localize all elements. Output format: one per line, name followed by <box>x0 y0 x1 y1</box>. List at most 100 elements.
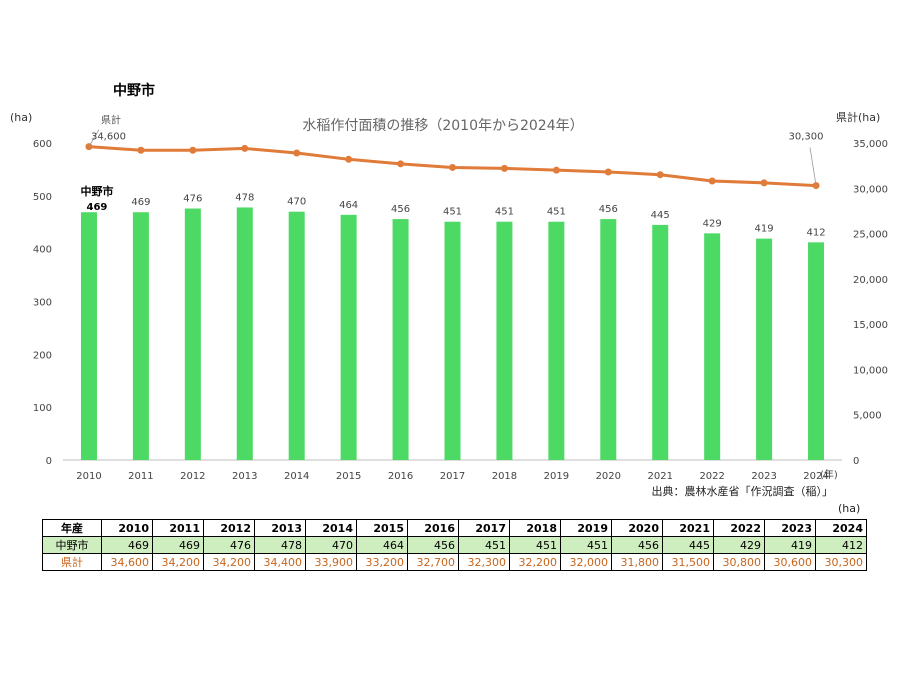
line-point <box>345 155 353 163</box>
table-cell: 419 <box>764 536 816 554</box>
left-axis-tick: 200 <box>33 350 52 361</box>
line-point <box>449 163 456 171</box>
x-axis-unit: (年) <box>820 468 838 481</box>
line-point <box>760 179 768 187</box>
bar-value-label: 469 <box>131 197 150 208</box>
line-first-label: 34,600 <box>91 132 126 143</box>
rice-area-chart: 水稲作付面積の推移（2010年から2024年） (ha) 0 100 200 300 400… <box>10 110 888 498</box>
table-cell: 34,400 <box>254 553 306 571</box>
table-cell: 456 <box>611 536 663 554</box>
bar-value-label: 478 <box>235 192 254 203</box>
bar-value-label: 419 <box>755 224 774 235</box>
table-header-year: 2012 <box>203 519 255 537</box>
table-header-year: 2021 <box>662 519 714 537</box>
right-axis-tick: 15,000 <box>853 320 888 331</box>
line-point <box>604 168 612 176</box>
table-cell: 470 <box>305 536 357 554</box>
left-axis-tick: 500 <box>33 192 52 203</box>
right-axis-tick: 30,000 <box>853 184 888 195</box>
line-point <box>708 177 716 185</box>
line-point <box>189 146 197 154</box>
bar <box>288 211 305 460</box>
bar-first-label: 469 <box>87 202 108 213</box>
bar <box>132 212 149 460</box>
table-cell: 33,900 <box>305 553 357 571</box>
table-cell: 34,200 <box>152 553 204 571</box>
right-axis-tick: 10,000 <box>853 365 888 376</box>
table-cell: 30,300 <box>815 553 867 571</box>
bar <box>184 208 201 460</box>
right-axis-tick: 25,000 <box>853 230 888 241</box>
table-cell: 33,200 <box>356 553 408 571</box>
right-axis-unit: 県計(ha) <box>836 110 880 124</box>
bar <box>600 219 617 460</box>
table-unit-label: (ha) <box>838 502 861 515</box>
table-header-year: 2019 <box>560 519 612 537</box>
table-header-year: 2010 <box>101 519 153 537</box>
table-header-year: 2011 <box>152 519 204 537</box>
x-tick-label: 2022 <box>699 471 724 482</box>
left-axis-tick: 0 <box>46 456 52 467</box>
right-axis-tick: 5,000 <box>853 411 882 422</box>
x-tick-label: 2015 <box>336 471 361 482</box>
bar-series-label: 中野市 <box>80 184 113 198</box>
left-axis-tick: 300 <box>33 298 52 309</box>
left-axis-unit: (ha) <box>10 111 32 124</box>
x-tick-label: 2024 <box>803 471 828 482</box>
x-tick-label: 2023 <box>751 471 776 482</box>
table-cell: 30,600 <box>764 553 816 571</box>
data-table: 年産 2010 2011 2012 2013 2014 2015 2016 2017 2018 2… <box>42 519 867 571</box>
table-cell: 412 <box>815 536 867 554</box>
table-header-label: 年産 <box>42 519 102 537</box>
x-tick-label: 2010 <box>76 471 101 482</box>
table-cell: 464 <box>356 536 408 554</box>
table-cell: 34,600 <box>101 553 153 571</box>
bar <box>704 233 721 460</box>
bar <box>808 242 825 460</box>
line-point <box>500 164 508 172</box>
line-point <box>656 171 664 179</box>
left-axis-tick: 400 <box>33 245 52 256</box>
bar-value-label: 451 <box>495 207 514 218</box>
x-tick-label: 2020 <box>596 471 621 482</box>
right-axis-tick: 35,000 <box>853 139 888 150</box>
table-cell: 32,700 <box>407 553 459 571</box>
x-tick-label: 2018 <box>492 471 517 482</box>
table-row-pref: 県計 34,600 34,200 34,200 34,400 33,900 33,200 3… <box>42 553 867 571</box>
line-point <box>241 144 249 152</box>
bar <box>652 224 669 460</box>
line-last-label: 30,300 <box>789 132 824 143</box>
table-cell: 429 <box>713 536 765 554</box>
table-cell: 456 <box>407 536 459 554</box>
table-header-year: 2015 <box>356 519 408 537</box>
right-axis-tick: 0 <box>853 456 859 467</box>
table-header-year: 2023 <box>764 519 816 537</box>
bar <box>236 207 253 460</box>
bar-value-label: 429 <box>703 218 722 229</box>
right-axis-tick: 20,000 <box>853 275 888 286</box>
x-tick-label: 2021 <box>648 471 673 482</box>
table-cell: 451 <box>509 536 561 554</box>
bar <box>340 214 357 460</box>
chart-title: 水稲作付面積の推移（2010年から2024年） <box>302 118 583 134</box>
x-tick-label: 2016 <box>388 471 413 482</box>
table-cell: 30,800 <box>713 553 765 571</box>
table-header-year: 2024 <box>815 519 867 537</box>
table-cell: 31,500 <box>662 553 714 571</box>
left-axis-tick: 100 <box>33 403 52 414</box>
bar-value-label: 451 <box>547 207 566 218</box>
x-tick-label: 2013 <box>232 471 257 482</box>
table-header-year: 2022 <box>713 519 765 537</box>
line-point <box>397 160 405 168</box>
bar <box>548 221 565 460</box>
bar <box>392 219 409 460</box>
bar-value-label: 464 <box>339 200 358 211</box>
table-header-year: 2020 <box>611 519 663 537</box>
bar <box>444 221 461 460</box>
line-series-label: 県計 <box>101 114 121 127</box>
line-point <box>552 166 560 174</box>
source-note: 出典：農林水産省「作況調査（稲）」 <box>652 484 834 498</box>
line-last-leader <box>809 147 817 186</box>
table-cell: 34,200 <box>203 553 255 571</box>
bar-value-label: 412 <box>806 227 825 238</box>
